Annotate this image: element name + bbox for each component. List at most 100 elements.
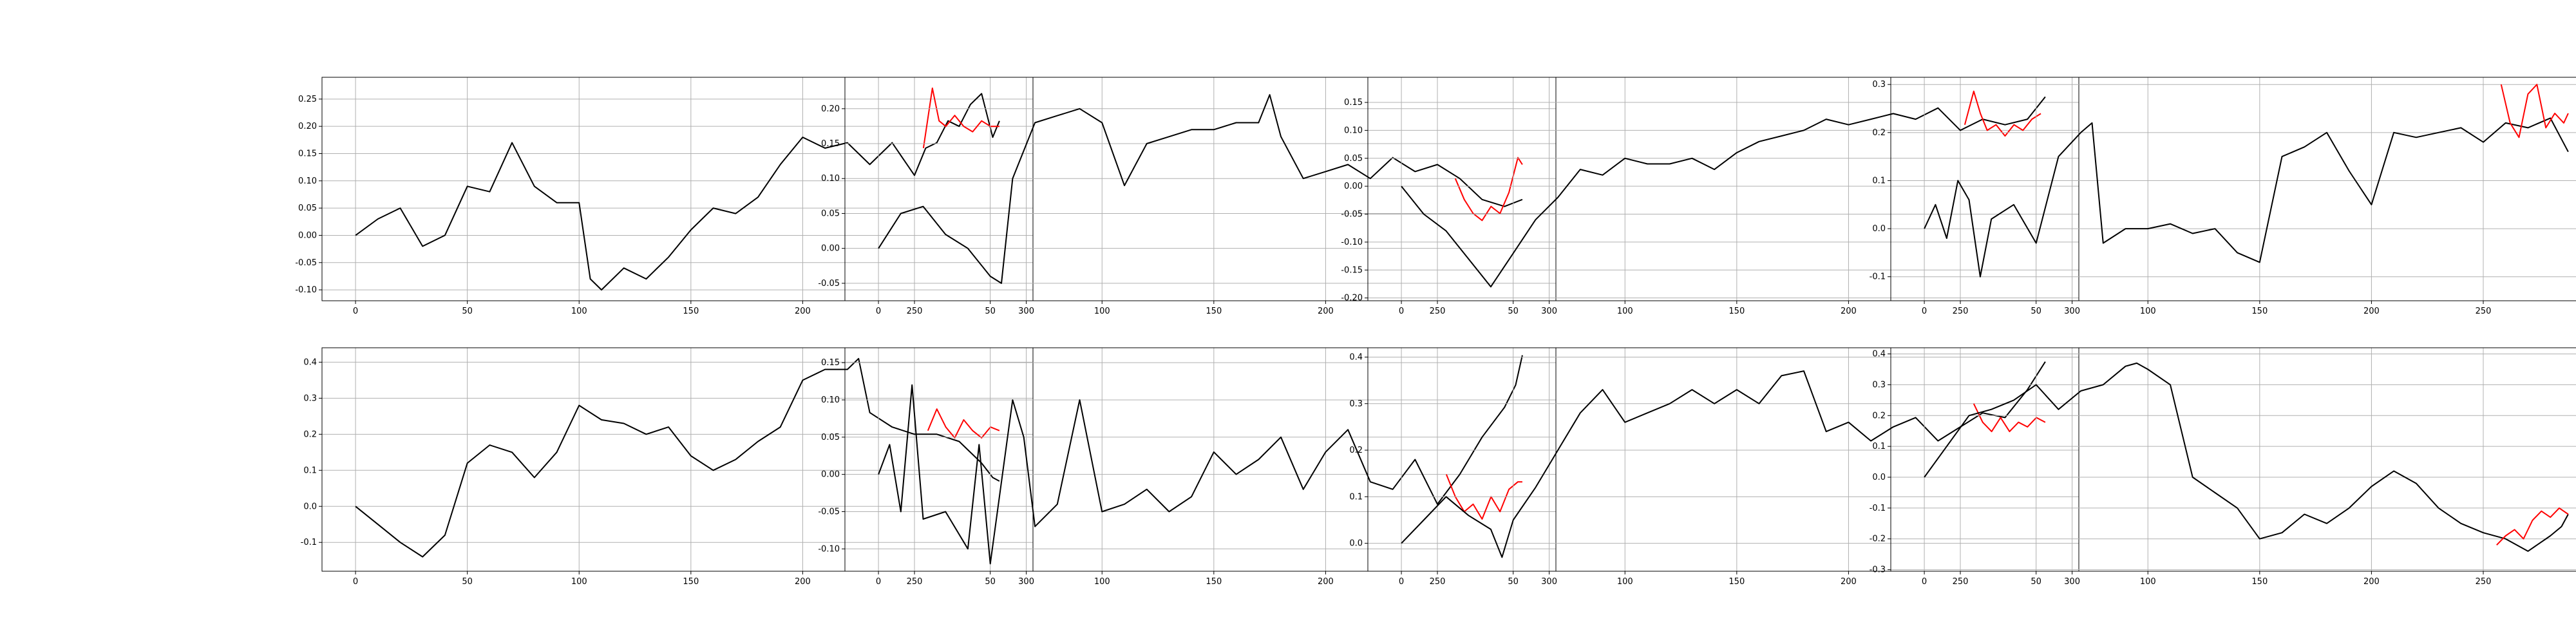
black-series-line [355,93,1000,291]
y-tick-label: 0.3 [1872,80,1886,90]
x-tick-label: 250 [1430,577,1446,587]
y-tick-label: 0.10 [821,174,840,184]
x-tick-label: 200 [1841,307,1857,316]
y-tick-label: 0.1 [303,466,317,475]
x-tick-label: 200 [1841,577,1857,587]
subplot-2: 0 50 100 150 200 250 300 -0.05 0.00 0.05 0.10 0.15 0… [818,77,1557,316]
y-tick-label: 0.2 [303,430,317,439]
y-tick-label: 0.3 [1872,380,1886,390]
y-tick-label: 0.15 [1344,98,1363,108]
y-tick-label: 0.00 [298,231,317,240]
red-series-line [2500,84,2569,138]
x-tick-label: 200 [2363,577,2380,587]
x-tick-label: 300 [1018,307,1034,316]
plot-frame [844,347,1557,572]
x-tick-label: 50 [1508,577,1519,587]
subplot-5: 0 50 100 150 200 250 300 -0.1 0.0 0.1 0.2 0.3 0.4 [301,347,1034,587]
black-series-line [355,357,1000,558]
y-tick-label: -0.10 [295,285,317,295]
y-tick-label: 0.2 [1872,128,1886,138]
y-tick-label: -0.20 [1341,294,1363,303]
x-tick-label: 300 [2064,307,2080,316]
plot-frame [321,77,1034,301]
y-tick-label: -0.1 [301,538,317,547]
y-tick-label: -0.2 [1870,535,1886,544]
y-tick-label: 0.05 [821,433,840,442]
red-series-line [1964,90,2041,137]
y-tick-label: -0.05 [295,258,317,268]
x-tick-label: 300 [1541,307,1557,316]
y-tick-label: 0.2 [1872,411,1886,421]
x-tick-label: 150 [1728,307,1745,316]
x-tick-label: 150 [2251,307,2268,316]
x-tick-label: 150 [1206,577,1222,587]
y-tick-label: 0.4 [1872,350,1886,359]
y-tick-label: 0.15 [821,358,840,368]
black-series-line [1924,117,2569,278]
y-tick-label: 0.1 [1872,176,1886,185]
y-tick-label: -0.3 [1870,565,1886,575]
x-tick-label: 250 [1953,577,1969,587]
x-tick-label: 150 [2251,577,2268,587]
red-series-line [1973,403,2046,433]
y-tick-label: 0.0 [1872,224,1886,234]
x-tick-label: 50 [2031,577,2041,587]
x-tick-label: 150 [683,577,699,587]
x-tick-label: 100 [571,577,587,587]
y-tick-label: 0.10 [298,176,317,186]
x-tick-label: 200 [795,577,811,587]
x-tick-label: 0 [876,307,881,316]
x-tick-label: 100 [1094,577,1110,587]
x-tick-label: 100 [1617,577,1633,587]
y-tick-label: -0.05 [818,507,840,516]
x-tick-label: 50 [462,577,473,587]
x-tick-label: 300 [1018,577,1034,587]
black-series-line [1401,361,2046,558]
black-series-line [878,355,1523,565]
subplot-1: 0 50 100 150 200 250 300 -0.10 -0.05 0.00 0.05 0.10… [295,77,1034,316]
x-tick-label: 200 [795,307,811,316]
y-tick-label: 0.0 [1872,473,1886,482]
x-tick-label: 0 [1399,307,1404,316]
subplot-8: 0 50 100 150 200 250 300 -0.3 -0.2 -0.1 0.0 0.1 0.2 0… [1870,347,2576,587]
plot-frame [321,347,1034,572]
y-tick-label: 0.20 [298,122,317,131]
x-tick-label: 250 [2476,307,2492,316]
y-tick-label: 0.2 [1349,446,1363,455]
x-tick-label: 250 [907,577,923,587]
subplot-4: 0 50 100 150 200 250 300 -0.1 0.0 0.1 0.2 0.3 [1870,77,2576,316]
x-tick-label: 0 [1399,577,1404,587]
red-series-line [2496,507,2569,545]
x-tick-label: 100 [2140,307,2156,316]
y-tick-label: 0.0 [303,502,317,511]
y-tick-label: 0.1 [1349,492,1363,502]
y-tick-label: 0.0 [1349,539,1363,549]
x-tick-label: 0 [353,577,358,587]
x-tick-label: 200 [1318,577,1334,587]
subplot-7: 0 50 100 150 200 250 300 0.0 0.1 0.2 0.3 0.4 [1349,347,2080,587]
x-tick-label: 100 [2140,577,2156,587]
x-tick-label: 100 [571,307,587,316]
x-tick-label: 50 [462,307,473,316]
y-tick-label: 0.10 [1344,126,1363,135]
y-tick-label: 0.15 [298,149,317,158]
y-tick-label: 0.25 [298,95,317,104]
x-tick-label: 50 [985,307,996,316]
y-tick-label: -0.10 [1341,238,1363,247]
x-tick-label: 250 [1430,307,1446,316]
y-tick-label: 0.1 [1872,442,1886,451]
y-tick-label: 0.00 [821,470,840,480]
y-tick-label: 0.00 [1344,182,1363,191]
plot-frame [1367,77,2079,301]
plot-frame [1367,347,2079,572]
x-tick-label: 150 [683,307,699,316]
x-tick-label: 150 [1206,307,1222,316]
y-tick-label: -0.05 [818,279,840,289]
y-tick-label: 0.4 [303,357,317,367]
y-tick-label: -0.1 [1870,272,1886,282]
x-tick-label: 50 [2031,307,2041,316]
y-tick-label: 0.05 [821,209,840,218]
x-tick-label: 300 [2064,577,2080,587]
y-tick-label: -0.1 [1870,504,1886,513]
